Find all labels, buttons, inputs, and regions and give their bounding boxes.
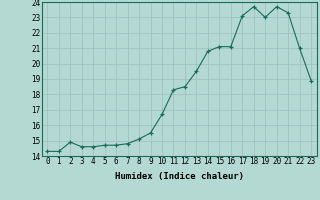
X-axis label: Humidex (Indice chaleur): Humidex (Indice chaleur) xyxy=(115,172,244,181)
